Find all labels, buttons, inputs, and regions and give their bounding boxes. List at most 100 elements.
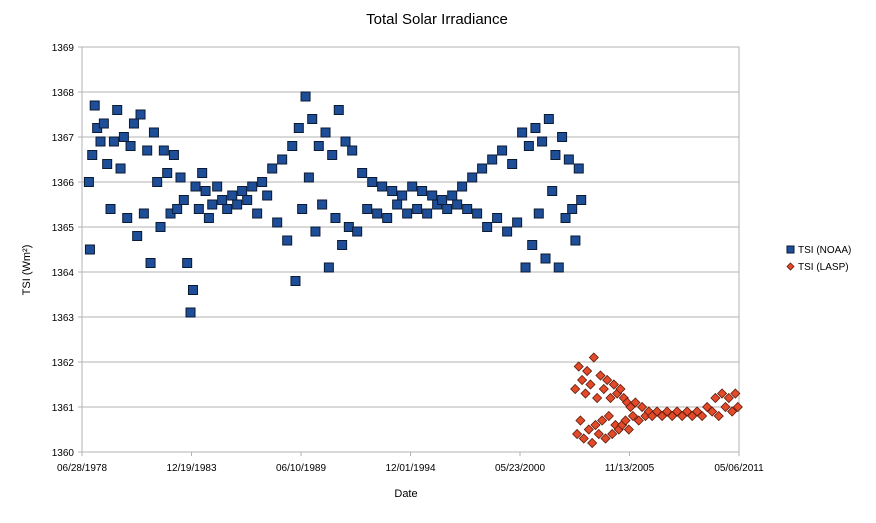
data-point-noaa — [402, 208, 413, 219]
data-point-noaa — [267, 163, 278, 174]
data-point-noaa — [128, 118, 139, 129]
data-point-noaa — [227, 190, 238, 201]
data-point-noaa — [377, 181, 388, 192]
data-point-noaa — [327, 150, 338, 160]
data-point-noaa — [502, 226, 513, 237]
data-point-lasp — [720, 401, 731, 413]
data-point-noaa — [560, 213, 571, 223]
data-point-lasp — [727, 406, 738, 417]
data-point-lasp — [570, 383, 581, 395]
data-point-noaa — [300, 91, 311, 102]
data-point-lasp — [637, 401, 648, 413]
data-point-noaa — [367, 177, 378, 187]
data-point-noaa — [330, 213, 341, 223]
y-tick-label: 1365 — [52, 223, 75, 234]
data-point-noaa — [102, 159, 113, 169]
data-point-noaa — [237, 186, 248, 196]
data-point-noaa — [553, 262, 564, 273]
data-point-noaa — [112, 105, 123, 115]
data-point-noaa — [310, 226, 321, 237]
data-point-noaa — [382, 213, 393, 223]
data-point-lasp — [707, 406, 718, 417]
data-point-noaa — [523, 141, 534, 151]
y-axis-title: TSI (Wm²) — [21, 245, 33, 296]
data-point-noaa — [282, 235, 293, 246]
x-tick-label: 12/19/1983 — [166, 463, 216, 474]
data-point-noaa — [482, 222, 493, 232]
data-point-lasp — [580, 388, 591, 399]
data-point-lasp — [572, 428, 583, 440]
data-point-noaa — [392, 199, 403, 210]
data-point-noaa — [343, 222, 354, 232]
data-point-noaa — [467, 172, 478, 183]
data-point-noaa — [178, 195, 189, 205]
data-point-lasp — [595, 370, 606, 381]
data-point-lasp — [723, 392, 734, 404]
data-point-lasp — [588, 352, 599, 363]
y-tick-label: 1369 — [52, 43, 75, 54]
data-point-noaa — [83, 177, 94, 187]
series-lasp — [570, 352, 743, 449]
x-tick-label: 11/13/2005 — [605, 463, 655, 474]
data-point-noaa — [472, 208, 483, 219]
data-point-noaa — [297, 204, 308, 214]
data-point-noaa — [372, 208, 383, 219]
data-point-noaa — [105, 204, 116, 214]
legend-label-lasp: TSI (LASP) — [798, 262, 849, 273]
data-point-noaa — [317, 199, 328, 210]
data-point-noaa — [563, 154, 574, 165]
y-tick-label: 1368 — [52, 88, 75, 99]
data-point-noaa — [257, 177, 268, 187]
data-point-noaa — [347, 145, 358, 156]
y-tick-label: 1362 — [52, 358, 75, 369]
data-point-noaa — [540, 253, 551, 264]
data-point-lasp — [597, 415, 608, 426]
data-point-noaa — [537, 136, 548, 147]
data-point-lasp — [732, 401, 743, 413]
data-point-lasp — [697, 410, 708, 422]
y-tick-label: 1361 — [52, 403, 75, 414]
data-point-noaa — [320, 127, 331, 138]
data-point-lasp — [603, 410, 614, 422]
data-point-noaa — [203, 213, 214, 223]
data-point-noaa — [152, 177, 163, 187]
data-point-noaa — [272, 217, 283, 228]
data-point-noaa — [533, 208, 544, 219]
data-point-lasp — [627, 410, 639, 422]
data-point-noaa — [422, 208, 433, 219]
data-point-noaa — [427, 190, 438, 201]
data-point-noaa — [262, 190, 273, 201]
data-point-noaa — [162, 168, 173, 178]
y-tick-label: 1363 — [52, 313, 75, 324]
data-point-lasp — [573, 361, 584, 372]
x-tick-label: 12/01/1994 — [385, 463, 435, 474]
data-point-noaa — [145, 258, 156, 268]
data-point-lasp — [600, 433, 611, 444]
data-point-noaa — [212, 181, 223, 192]
data-point-noaa — [417, 186, 428, 196]
data-point-noaa — [172, 204, 183, 214]
data-point-noaa — [122, 213, 133, 223]
data-point-lasp — [620, 415, 631, 426]
data-point-lasp — [633, 415, 644, 426]
data-point-noaa — [576, 195, 587, 205]
data-point-lasp — [730, 388, 741, 399]
y-tick-label: 1360 — [52, 448, 75, 459]
data-point-lasp — [615, 383, 626, 395]
data-point-noaa — [118, 132, 129, 142]
data-point-lasp — [585, 379, 596, 390]
data-point-noaa — [200, 186, 211, 196]
data-point-noaa — [168, 150, 179, 160]
data-point-noaa — [242, 195, 253, 205]
data-point-noaa — [573, 163, 584, 174]
data-point-noaa — [217, 195, 228, 205]
data-point-noaa — [557, 132, 568, 142]
data-point-noaa — [222, 204, 233, 214]
data-point-noaa — [452, 199, 463, 210]
data-point-noaa — [132, 231, 143, 241]
data-point-noaa — [95, 136, 106, 147]
data-point-lasp — [577, 374, 588, 386]
data-point-noaa — [550, 150, 561, 160]
